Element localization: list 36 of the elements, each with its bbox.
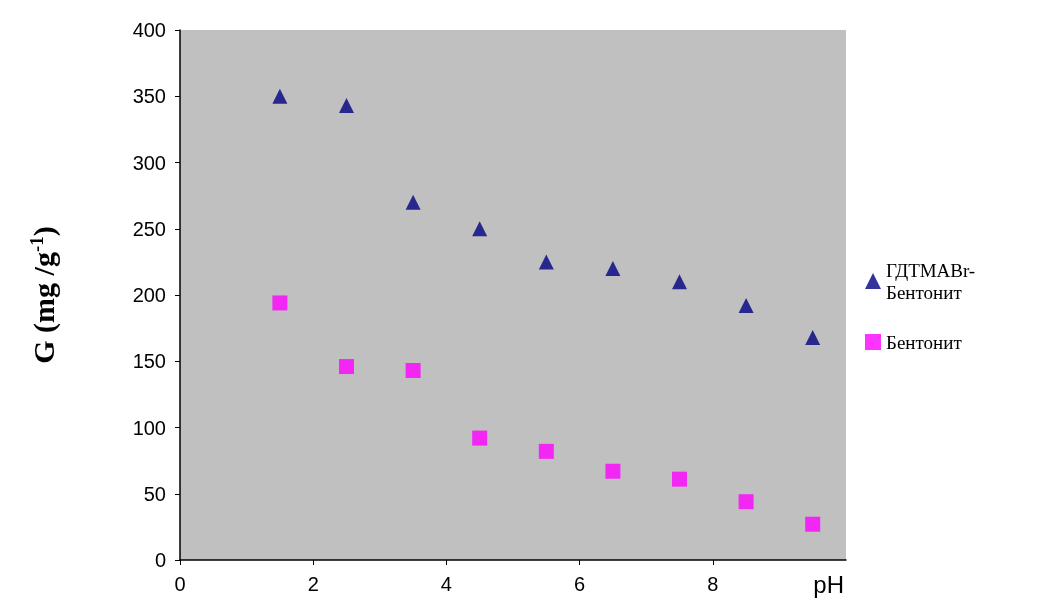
- x-axis-title: pH: [813, 570, 844, 598]
- point: [272, 88, 288, 104]
- y-tick-label: 50: [143, 482, 166, 505]
- point: [605, 261, 621, 276]
- point: [405, 363, 421, 379]
- point: [538, 443, 554, 459]
- point: [405, 194, 421, 210]
- legend-label: ГДТМАBr-Бентонит: [886, 259, 976, 303]
- y-axis-title: G (mg /g-1): [26, 226, 61, 364]
- x-tick-label: 4: [440, 573, 452, 595]
- point: [538, 254, 554, 270]
- y-tick-label: 200: [132, 284, 166, 306]
- x-tick-label: 8: [707, 573, 719, 595]
- point: [272, 295, 288, 311]
- point: [605, 463, 621, 479]
- point: [339, 359, 354, 375]
- y-tick-label: 400: [132, 19, 166, 41]
- y-tick-label: 0: [154, 549, 166, 571]
- y-tick-label: 150: [132, 350, 166, 373]
- point: [805, 516, 821, 532]
- point: [738, 298, 754, 314]
- legend-label: Бентонит: [886, 331, 963, 353]
- point: [805, 329, 821, 345]
- point: [339, 98, 354, 114]
- y-tick-label: 250: [132, 217, 166, 240]
- y-tick-label: 350: [132, 85, 166, 108]
- x-tick-label: 2: [307, 573, 319, 595]
- point: [472, 430, 488, 446]
- point: [672, 274, 687, 290]
- y-tick-label: 100: [132, 416, 166, 439]
- point: [738, 494, 754, 510]
- x-tick-label: 6: [574, 573, 586, 595]
- point: [472, 221, 488, 237]
- point: [672, 471, 687, 487]
- x-tick-label: 0: [174, 573, 186, 595]
- y-tick-label: 300: [132, 151, 166, 174]
